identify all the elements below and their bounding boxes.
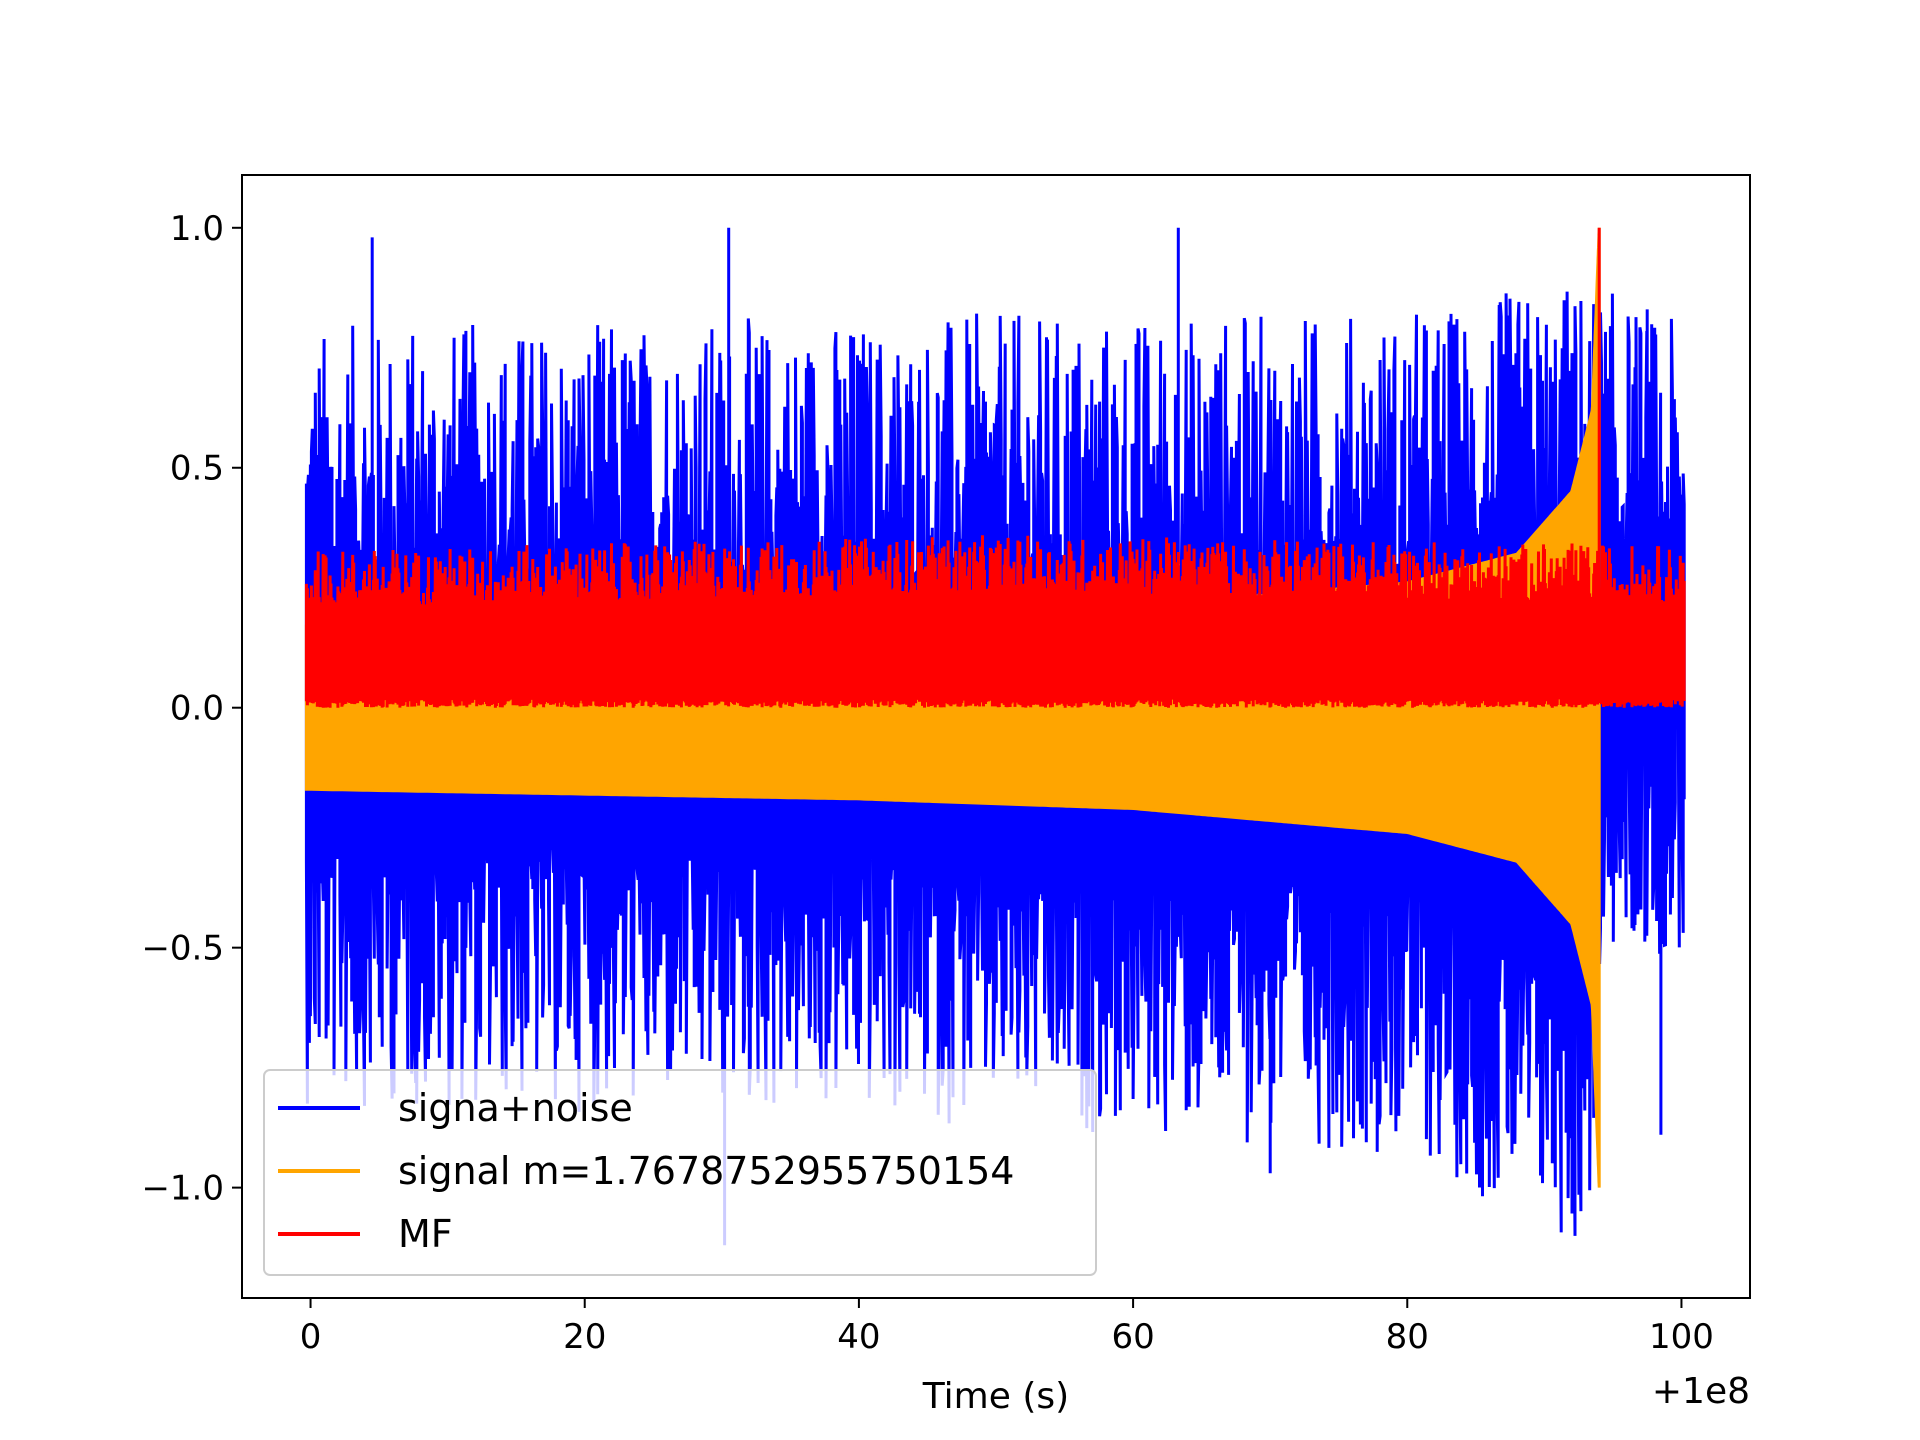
x-axis-label: Time (s) [922, 1376, 1069, 1417]
legend-entry-label: signa+noise [398, 1086, 633, 1130]
x-tick-label: 40 [837, 1317, 880, 1357]
y-tick-label: 0.0 [170, 689, 224, 729]
x-axis: 0 20 40 60 80 100 [300, 1298, 1714, 1357]
x-tick-label: 60 [1111, 1317, 1154, 1357]
legend: signa+noise signal m=1.7678752955750154 MF [263, 1069, 1097, 1276]
plot-area [304, 227, 1686, 1246]
x-axis-offset-label: +1e8 [1652, 1371, 1750, 1412]
axes-frame [241, 174, 1751, 1299]
y-tick-label: 1.0 [170, 209, 224, 249]
x-tick-label: 0 [300, 1317, 322, 1357]
legend-entry-label: signal m=1.7678752955750154 [398, 1149, 1014, 1193]
x-tick-label: 100 [1649, 1317, 1714, 1357]
y-tick-label: −0.5 [141, 929, 224, 969]
legend-box [263, 1069, 1097, 1276]
legend-entry-label: MF [398, 1212, 453, 1256]
series-mf-line [304, 227, 1686, 708]
y-axis: 1.0 0.5 0.0 −0.5 −1.0 [141, 209, 242, 1209]
y-tick-label: 0.5 [170, 449, 224, 489]
x-tick-label: 20 [563, 1317, 606, 1357]
y-tick-label: −1.0 [141, 1169, 224, 1209]
x-tick-label: 80 [1386, 1317, 1429, 1357]
